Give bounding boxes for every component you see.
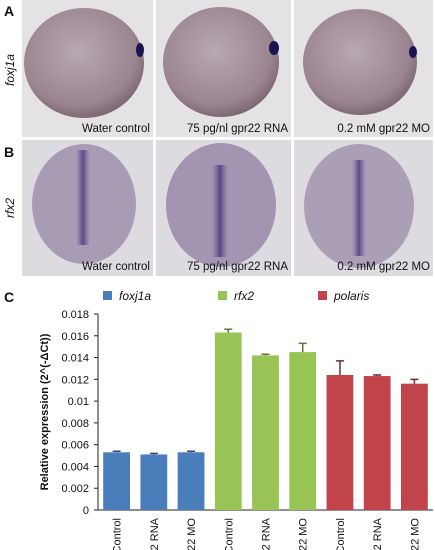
stain-stripe [76, 150, 90, 245]
legend-swatch [218, 291, 227, 300]
y-tick-label: 0.018 [61, 309, 89, 321]
error-bar [187, 450, 196, 453]
error-bar [149, 452, 158, 455]
error-bar [224, 328, 233, 333]
panel-letter: C [4, 289, 14, 305]
y-tick-label: 0.004 [61, 461, 89, 473]
panel-images [22, 0, 433, 276]
x-tick-label: Control [335, 518, 347, 550]
legend-label: rfx2 [234, 289, 254, 303]
row-gene: rfx2 [3, 198, 17, 218]
y-axis-title: Relative expression (2^(-ΔCt)) [39, 333, 51, 490]
embryo [163, 7, 279, 117]
bar [363, 376, 391, 510]
y-tick-label: 0.014 [61, 353, 89, 365]
legend-swatch [103, 291, 112, 300]
y-tick-label: 0.008 [61, 418, 89, 430]
embryo [303, 9, 417, 115]
y-tick-label: 0.01 [68, 396, 89, 408]
y-tick-label: 0.006 [61, 440, 89, 452]
panel-letter: B [4, 144, 14, 160]
caption: 0.2 mM gpr22 MO [337, 123, 430, 135]
x-tick-label: gpr22 RNA [149, 517, 161, 550]
embryo [24, 8, 144, 118]
y-tick-label: 0.012 [61, 374, 89, 386]
caption: 75 pg/nl gpr22 RNA [187, 261, 288, 273]
legend-swatch [318, 291, 327, 300]
x-tick-label: gpr22 MO [186, 518, 198, 550]
bar [140, 454, 168, 510]
caption: 0.2 mM gpr22 MO [337, 261, 430, 273]
bar [177, 452, 205, 510]
stain-stripe [352, 160, 366, 256]
error-bar [373, 374, 382, 377]
x-tick-label: gpr22 MO [298, 518, 310, 550]
y-tick-label: 0 [83, 505, 89, 517]
y-tick-label: 0.002 [61, 483, 89, 495]
bar [289, 352, 317, 510]
stain-spot [269, 41, 279, 55]
error-bar [112, 450, 121, 453]
bar [103, 452, 131, 510]
x-tick-label: Control [112, 518, 124, 550]
legend-label: polaris [333, 289, 369, 303]
bar [326, 374, 354, 510]
caption: Water control [82, 261, 150, 273]
stain-spot [136, 43, 144, 57]
x-tick-label: gpr22 RNA [261, 517, 273, 550]
x-tick-label: Control [223, 518, 235, 550]
caption: 75 pg/nl gpr22 RNA [187, 123, 288, 135]
error-bar [298, 342, 307, 353]
bar [252, 355, 279, 510]
legend-label: foxj1a [119, 289, 151, 303]
x-tick-label: gpr22 RNA [372, 517, 384, 550]
stain-stripe [212, 165, 228, 257]
error-bar [335, 360, 344, 375]
x-tick-label: gpr22 MO [409, 518, 421, 550]
error-bar [261, 353, 270, 356]
bar [400, 383, 428, 510]
stain-spot [409, 46, 417, 58]
panel-letter: A [4, 3, 14, 19]
y-tick-label: 0.016 [61, 331, 89, 343]
bar [214, 332, 242, 510]
caption: Water control [82, 123, 150, 135]
error-bar [410, 378, 419, 384]
row-gene: foxj1a [3, 54, 17, 86]
